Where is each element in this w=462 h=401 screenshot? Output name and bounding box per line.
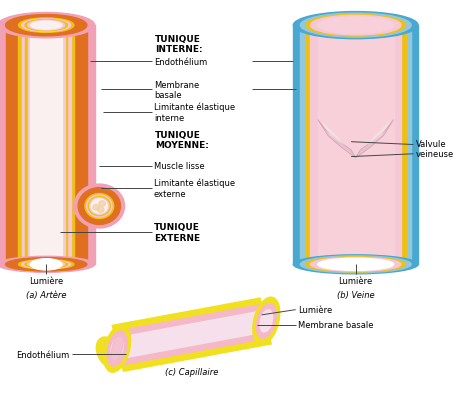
Ellipse shape [96, 337, 122, 368]
Ellipse shape [28, 21, 65, 31]
Text: (c) Capillaire: (c) Capillaire [165, 367, 219, 376]
Text: Lumière: Lumière [298, 306, 332, 314]
Ellipse shape [318, 18, 394, 34]
Ellipse shape [28, 261, 65, 268]
Polygon shape [356, 120, 394, 158]
Ellipse shape [105, 340, 121, 361]
Polygon shape [367, 122, 390, 146]
Polygon shape [318, 120, 356, 158]
Ellipse shape [0, 13, 95, 39]
Ellipse shape [107, 331, 127, 366]
Text: TUNIQUE
EXTERNE: TUNIQUE EXTERNE [154, 223, 200, 242]
Polygon shape [113, 304, 271, 366]
Text: TUNIQUE
INTERNE:: TUNIQUE INTERNE: [155, 34, 202, 54]
Text: Lumière: Lumière [29, 277, 63, 286]
Circle shape [78, 188, 121, 225]
Ellipse shape [22, 261, 71, 269]
Ellipse shape [300, 14, 411, 38]
Ellipse shape [310, 16, 401, 36]
Circle shape [86, 195, 112, 218]
Circle shape [97, 207, 104, 213]
Text: (b) Veine: (b) Veine [337, 291, 375, 300]
Circle shape [99, 201, 105, 207]
Text: Valvule
veineuse: Valvule veineuse [416, 140, 454, 159]
Circle shape [93, 205, 99, 211]
Ellipse shape [30, 259, 62, 270]
Ellipse shape [103, 325, 131, 372]
Ellipse shape [18, 19, 74, 33]
Ellipse shape [0, 257, 95, 273]
Text: Membrane
basale: Membrane basale [154, 81, 199, 100]
Ellipse shape [18, 260, 74, 269]
Circle shape [74, 184, 125, 229]
Ellipse shape [6, 258, 87, 271]
Ellipse shape [293, 12, 418, 40]
Text: Endothélium: Endothélium [154, 58, 207, 67]
Ellipse shape [22, 20, 71, 32]
Circle shape [88, 197, 110, 216]
Circle shape [90, 198, 109, 215]
Ellipse shape [25, 261, 67, 268]
Ellipse shape [306, 257, 406, 272]
Ellipse shape [293, 255, 418, 274]
Ellipse shape [306, 15, 406, 37]
Ellipse shape [111, 338, 123, 360]
Ellipse shape [260, 310, 273, 332]
Text: Limitante élastique
externe: Limitante élastique externe [154, 178, 235, 198]
Ellipse shape [300, 256, 411, 273]
Ellipse shape [318, 259, 394, 270]
Text: Lumière: Lumière [339, 277, 373, 286]
Ellipse shape [310, 258, 401, 271]
Ellipse shape [30, 262, 62, 267]
Ellipse shape [318, 259, 394, 271]
Ellipse shape [256, 304, 276, 338]
Text: Muscle lisse: Muscle lisse [154, 162, 205, 171]
Text: (a) Artère: (a) Artère [26, 291, 67, 300]
Polygon shape [321, 122, 344, 146]
Circle shape [85, 194, 114, 219]
Circle shape [91, 199, 108, 214]
Ellipse shape [253, 298, 280, 345]
Text: TUNIQUE
MOYENNE:: TUNIQUE MOYENNE: [155, 131, 209, 150]
Polygon shape [115, 310, 269, 360]
Ellipse shape [6, 16, 87, 36]
Text: Endothélium: Endothélium [16, 350, 69, 359]
Ellipse shape [25, 20, 67, 32]
Polygon shape [111, 298, 272, 372]
Ellipse shape [30, 22, 62, 30]
Text: Membrane basale: Membrane basale [298, 321, 373, 330]
Text: Limitante élastique
interne: Limitante élastique interne [154, 102, 235, 122]
Ellipse shape [110, 331, 124, 366]
